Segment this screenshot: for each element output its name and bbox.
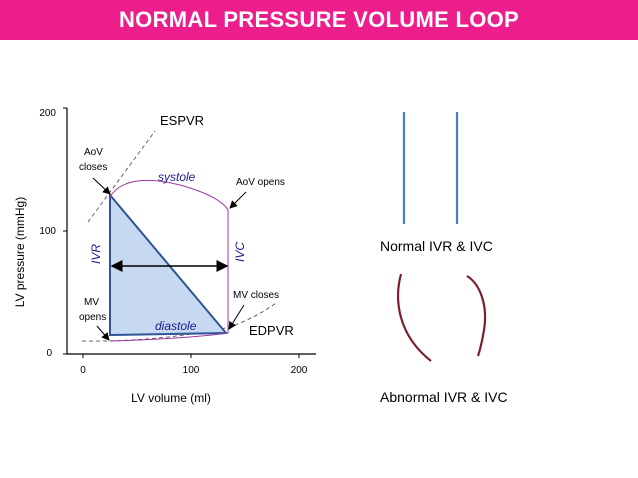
y-tick-100: 100 xyxy=(39,226,56,237)
edpvr-label: EDPVR xyxy=(249,323,294,338)
mv-closes-arrow xyxy=(228,304,245,330)
abnormal-ivr-ivc-caption: Abnormal IVR & IVC xyxy=(380,389,508,405)
ivr-label: IVR xyxy=(89,244,103,264)
systole-label: systole xyxy=(158,170,196,184)
aov-opens-arrow xyxy=(229,191,247,209)
abnormal-ivc-curve xyxy=(466,275,487,357)
mv-closes-label: MV closes xyxy=(233,290,279,301)
pv-loop-fill xyxy=(109,192,229,337)
diastole-curve xyxy=(109,332,229,342)
x-axis-label: LV volume (ml) xyxy=(131,391,211,405)
aov-closes-label-line1: AoV xyxy=(84,147,103,158)
title-banner: NORMAL PRESSURE VOLUME LOOP xyxy=(0,0,638,40)
aov-closes-arrow xyxy=(92,177,111,195)
y-tick-200: 200 xyxy=(39,108,56,119)
y-axis-label: LV pressure (mmHg) xyxy=(13,197,27,307)
x-tick-100: 100 xyxy=(183,365,200,376)
normal-ivr-ivc-caption: Normal IVR & IVC xyxy=(380,238,493,254)
y-tick-0: 0 xyxy=(46,348,52,359)
aov-opens-label: AoV opens xyxy=(236,177,285,188)
page-title: NORMAL PRESSURE VOLUME LOOP xyxy=(118,7,520,32)
systole-curve xyxy=(109,179,229,211)
mv-opens-arrow xyxy=(96,325,110,341)
espvr-line xyxy=(87,130,156,223)
abnormal-ivr-curve xyxy=(396,273,432,362)
x-tick-200: 200 xyxy=(291,365,308,376)
aov-closes-label-line2: closes xyxy=(79,162,107,173)
diastole-label: diastole xyxy=(155,319,197,333)
mv-opens-label-line2: opens xyxy=(79,312,106,323)
mv-opens-label-line1: MV xyxy=(84,297,99,308)
ivc-label: IVC xyxy=(233,242,247,262)
espvr-label: ESPVR xyxy=(160,113,204,128)
x-tick-0: 0 xyxy=(80,365,86,376)
